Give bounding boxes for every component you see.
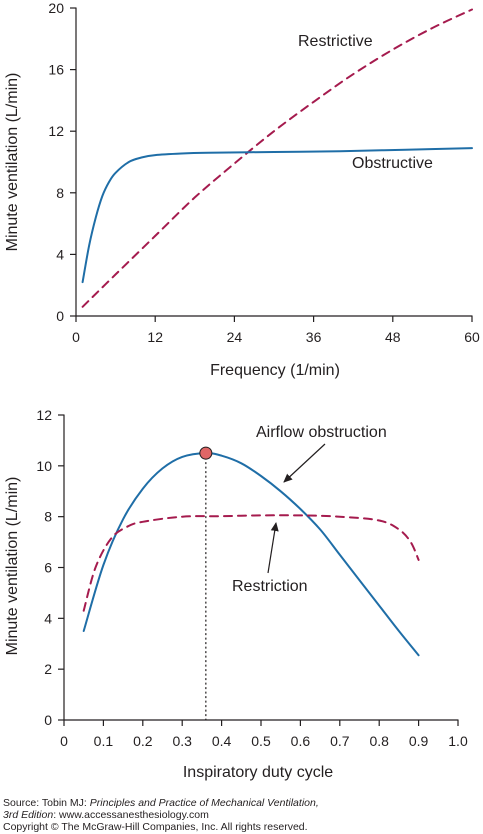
source-website: : www.accessanesthesiology.com	[53, 809, 209, 821]
frequency-chart-y-tick-label: 12	[48, 123, 64, 139]
source-edition-line: 3rd Edition: www.accessanesthesiology.co…	[3, 809, 209, 822]
duty-cycle-chart-x-tick-label: 0.7	[330, 733, 350, 749]
duty-cycle-chart-y-tick-label: 4	[44, 610, 52, 626]
duty-cycle-chart-y-tick-label: 2	[44, 661, 52, 677]
restrictive-series-line	[81, 8, 473, 308]
frequency-chart-x-tick-label: 12	[147, 329, 163, 345]
restriction-series-line	[82, 514, 420, 612]
airflow-obstruction-label: Airflow obstruction	[256, 424, 387, 441]
frequency-chart-y-tick-label: 4	[56, 246, 64, 262]
source-citation: Source: Tobin MJ: Principles and Practic…	[3, 797, 319, 810]
frequency-chart-y-tick-label: 0	[56, 308, 64, 324]
duty-cycle-chart-x-tick-label: 0.4	[212, 733, 232, 749]
duty-cycle-chart-x-tick-label: 0.8	[369, 733, 389, 749]
duty-cycle-chart-y-tick-label: 8	[44, 509, 52, 525]
duty-cycle-chart-x-tick-label: 0.6	[291, 733, 311, 749]
duty-cycle-chart-y-tick-label: 12	[36, 407, 52, 423]
frequency-chart-x-tick-label: 0	[72, 329, 80, 345]
frequency-chart-y-tick-label: 8	[56, 185, 64, 201]
restriction-label: Restriction	[232, 578, 308, 595]
obstructive-series-line	[81, 147, 473, 284]
frequency-chart-x-tick-label: 24	[227, 329, 243, 345]
source-prefix: Source: Tobin MJ:	[3, 797, 90, 809]
restrictive-label: Restrictive	[298, 33, 373, 50]
frequency-chart-y-tick-label: 20	[48, 0, 64, 16]
duty-cycle-chart-x-tick-label: 0.3	[172, 733, 192, 749]
source-edition: 3rd Edition	[3, 809, 54, 821]
airflow-obstruction-series-line	[82, 452, 420, 657]
airflow-obstruction-arrow	[283, 443, 326, 483]
frequency-chart-axes	[75, 7, 473, 317]
duty-cycle-chart-axes	[63, 414, 459, 721]
duty-cycle-chart-x-label: Inspiratory duty cycle	[183, 764, 333, 781]
duty-cycle-chart-x-tick-label: 1.0	[448, 733, 468, 749]
duty-cycle-chart-y-label: Minute ventilation (L/min)	[4, 477, 21, 656]
frequency-chart-y-ticks: 0 4 8 12 16 20	[48, 0, 76, 324]
copyright-notice: Copyright © The McGraw-Hill Companies, I…	[3, 821, 308, 834]
frequency-chart-x-tick-label: 36	[306, 329, 322, 345]
duty-cycle-chart-x-tick-label: 0.9	[409, 733, 429, 749]
frequency-chart-y-label: Minute ventilation (L/min)	[4, 73, 21, 252]
duty-cycle-chart-x-tick-label: 0.5	[251, 733, 271, 749]
duty-cycle-chart-y-ticks: 0 2 4 6 8 10 12	[36, 407, 64, 728]
duty-cycle-chart-x-tick-label: 0.2	[133, 733, 153, 749]
duty-cycle-chart-y-tick-label: 10	[36, 458, 52, 474]
restriction-arrow	[267, 522, 279, 574]
frequency-chart-x-tick-label: 60	[464, 329, 480, 345]
duty-cycle-chart-y-tick-label: 6	[44, 560, 52, 576]
frequency-chart-x-label: Frequency (1/min)	[210, 362, 340, 379]
frequency-chart-x-tick-label: 48	[385, 329, 401, 345]
obstructive-label: Obstructive	[352, 155, 433, 172]
duty-cycle-chart: 0 2 4 6 8 10 12 0 0.1 0.2 0.3 0.4 0.5 0.6 0.7 0.8 0.9 1.…	[4, 407, 468, 781]
source-title: Principles and Practice of Mechanical Ve…	[89, 797, 319, 809]
duty-cycle-chart-x-ticks: 0 0.1 0.2 0.3 0.4 0.5 0.6 0.7 0.8 0.9 1.0	[60, 720, 468, 749]
duty-cycle-chart-x-tick-label: 0.1	[94, 733, 114, 749]
duty-cycle-chart-x-tick-label: 0	[60, 733, 68, 749]
peak-marker	[199, 446, 213, 460]
frequency-chart-x-ticks: 0 12 24 36 48 60	[72, 316, 480, 345]
frequency-chart-y-tick-label: 16	[48, 62, 64, 78]
copyright-text: Copyright © The McGraw-Hill Companies, I…	[3, 821, 308, 833]
duty-cycle-chart-y-tick-label: 0	[44, 712, 52, 728]
